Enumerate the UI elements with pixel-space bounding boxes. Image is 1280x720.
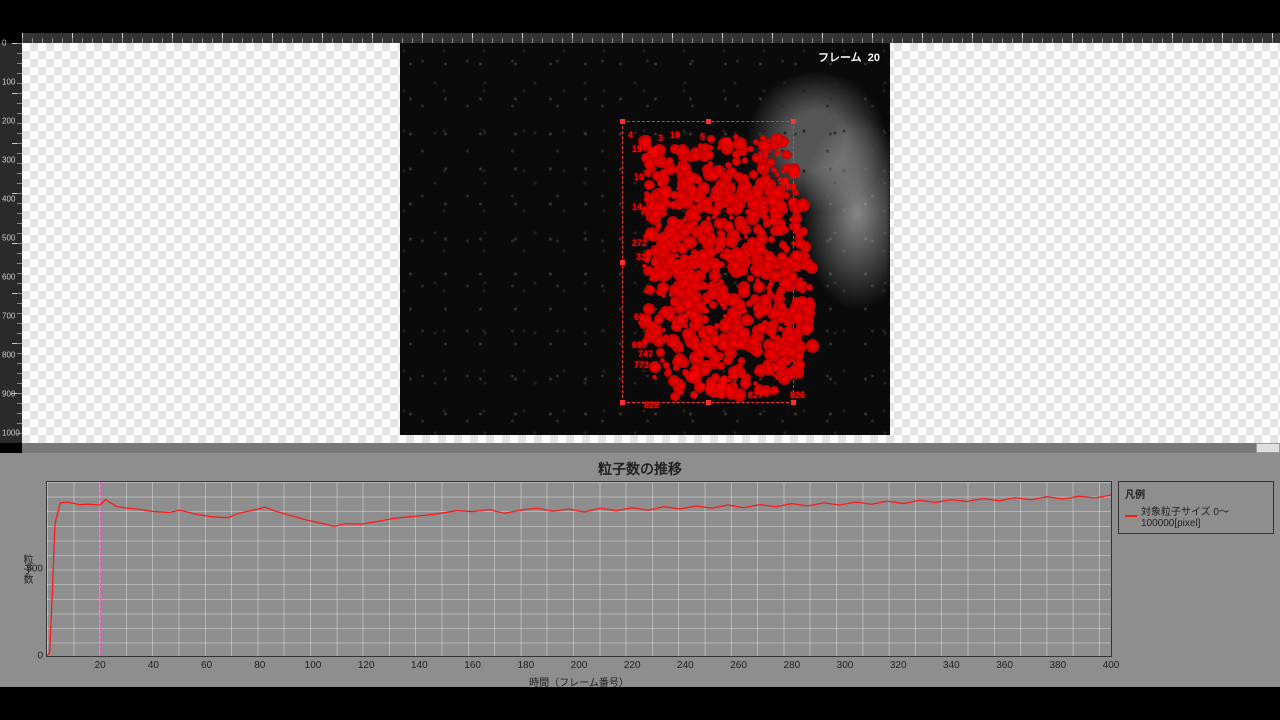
y-tick-label: 500	[26, 564, 43, 575]
ruler-tick-label: 200	[2, 117, 15, 126]
legend-title: 凡例	[1125, 486, 1267, 501]
roi-handle[interactable]	[620, 400, 625, 405]
ruler-tick-label: 0	[2, 39, 6, 48]
image-viewer: 0 100 200 300 400 500 600 700 800 900 1000 フレーム 20…	[0, 33, 1280, 453]
chart-legend: 凡例 対象粒子サイズ 0～100000[pixel]	[1118, 481, 1274, 534]
chart-plot-area[interactable]: 粒子数 時間（フレーム番号） 0500204060801001201401601…	[46, 481, 1112, 657]
x-tick-label: 280	[783, 660, 800, 671]
x-tick-label: 120	[358, 660, 375, 671]
roi-handle[interactable]	[706, 400, 711, 405]
x-tick-label: 260	[730, 660, 747, 671]
x-tick-label: 160	[464, 660, 481, 671]
ruler-tick-label: 700	[2, 312, 15, 321]
chart-svg	[47, 482, 1111, 656]
roi-handle[interactable]	[791, 119, 796, 124]
x-tick-label: 40	[148, 660, 159, 671]
x-tick-label: 300	[837, 660, 854, 671]
ruler-tick-label: 900	[2, 390, 15, 399]
video-frame: フレーム 20 43185815283821059886814272320606…	[400, 43, 890, 435]
x-tick-label: 200	[571, 660, 588, 671]
ruler-tick-label: 800	[2, 351, 15, 360]
ruler-tick-label: 100	[2, 78, 15, 87]
x-tick-label: 360	[996, 660, 1013, 671]
chart-series-line	[47, 495, 1111, 656]
x-tick-label: 340	[943, 660, 960, 671]
x-tick-label: 180	[517, 660, 534, 671]
app-root: 01002003004005006007008009001000 フレーム 20…	[0, 33, 1280, 687]
x-tick-label: 80	[254, 660, 265, 671]
ruler-tick-label: 300	[2, 156, 15, 165]
ruler-tick-label: 400	[2, 195, 15, 204]
roi-handle[interactable]	[706, 119, 711, 124]
x-tick-label: 400	[1103, 660, 1120, 671]
legend-item: 対象粒子サイズ 0～100000[pixel]	[1125, 503, 1267, 529]
ruler-tick-label: 500	[2, 234, 15, 243]
x-tick-label: 100	[305, 660, 322, 671]
roi-handle[interactable]	[620, 260, 625, 265]
x-tick-label: 20	[95, 660, 106, 671]
horizontal-scrollbar[interactable]	[22, 443, 1280, 453]
frame-label-text: フレーム	[818, 52, 862, 64]
roi-handle[interactable]	[791, 400, 796, 405]
x-axis-label: 時間（フレーム番号）	[529, 674, 629, 689]
ruler-tick-label: 600	[2, 273, 15, 282]
ruler-horizontal	[22, 33, 1280, 43]
ruler-tick-label: 1000	[2, 429, 20, 438]
x-tick-label: 60	[201, 660, 212, 671]
x-tick-label: 380	[1049, 660, 1066, 671]
canvas-checkerboard[interactable]: フレーム 20 43185815283821059886814272320606…	[22, 43, 1280, 443]
chart-title: 粒子数の推移	[6, 459, 1274, 479]
legend-label: 対象粒子サイズ 0～100000[pixel]	[1141, 503, 1267, 529]
x-tick-label: 240	[677, 660, 694, 671]
x-tick-label: 140	[411, 660, 428, 671]
scrollbar-thumb[interactable]	[1256, 443, 1280, 453]
ruler-vertical: 01002003004005006007008009001000	[0, 43, 22, 443]
y-tick-label: 0	[37, 651, 43, 662]
legend-swatch	[1125, 515, 1137, 517]
chart-panel: 粒子数の推移 粒子数 時間（フレーム番号） 050020406080100120…	[0, 453, 1280, 687]
x-tick-label: 220	[624, 660, 641, 671]
frame-counter: フレーム 20	[818, 49, 880, 65]
roi-handle[interactable]	[620, 119, 625, 124]
frame-number: 20	[868, 52, 880, 64]
x-tick-label: 320	[890, 660, 907, 671]
